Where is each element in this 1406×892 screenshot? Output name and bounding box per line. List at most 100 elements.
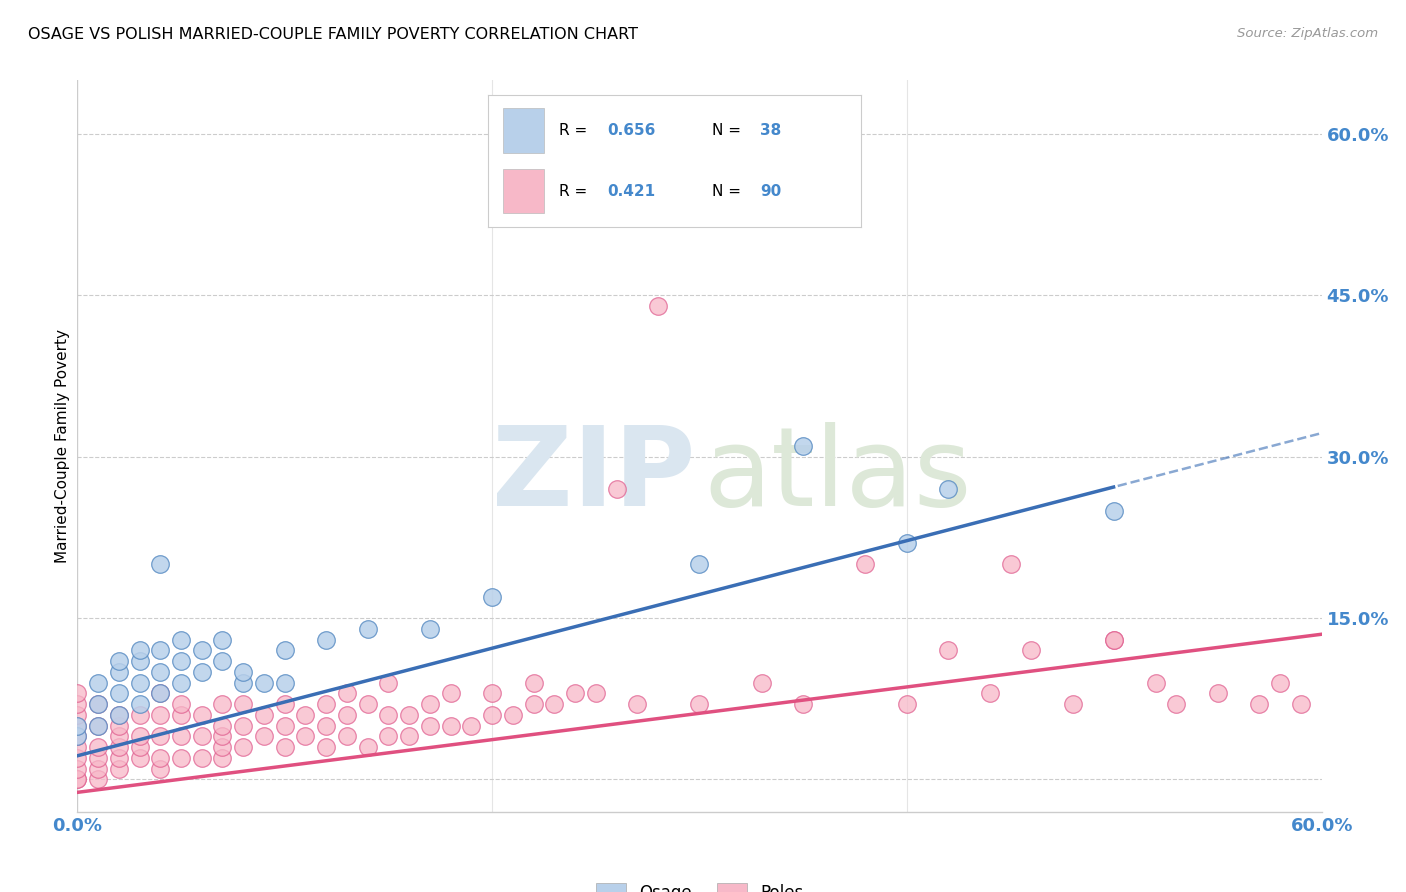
Point: [294, 730, 316, 744]
Point: [274, 697, 297, 711]
Point: [647, 299, 669, 313]
Point: [149, 686, 172, 700]
Point: [294, 707, 316, 722]
Point: [87, 740, 110, 755]
Point: [66, 707, 89, 722]
Point: [128, 697, 150, 711]
Point: [211, 719, 233, 733]
Point: [1104, 632, 1126, 647]
Point: [377, 707, 399, 722]
Point: [377, 730, 399, 744]
Point: [87, 719, 110, 733]
Point: [440, 686, 463, 700]
Point: [66, 730, 89, 744]
Point: [585, 686, 607, 700]
Point: [253, 675, 276, 690]
Point: [792, 439, 814, 453]
Point: [751, 675, 773, 690]
Point: [87, 675, 110, 690]
Point: [274, 740, 297, 755]
Point: [87, 762, 110, 776]
Point: [377, 675, 399, 690]
Point: [66, 772, 89, 787]
Point: [66, 719, 89, 733]
Point: [979, 686, 1001, 700]
Point: [502, 707, 524, 722]
Point: [149, 730, 172, 744]
Point: [108, 730, 131, 744]
Point: [87, 751, 110, 765]
Point: [149, 558, 172, 572]
Point: [419, 697, 441, 711]
Point: [315, 632, 337, 647]
Point: [108, 740, 131, 755]
Point: [1104, 632, 1126, 647]
Point: [398, 707, 420, 722]
Point: [108, 665, 131, 679]
Legend: Osage, Poles: Osage, Poles: [588, 875, 811, 892]
Point: [66, 719, 89, 733]
Point: [274, 675, 297, 690]
Point: [1104, 503, 1126, 517]
Point: [170, 654, 193, 668]
Point: [253, 730, 276, 744]
Text: ZIP: ZIP: [492, 422, 696, 529]
Point: [211, 730, 233, 744]
Point: [564, 686, 586, 700]
Point: [938, 482, 960, 496]
Point: [211, 697, 233, 711]
Text: Source: ZipAtlas.com: Source: ZipAtlas.com: [1237, 27, 1378, 40]
Point: [419, 622, 441, 636]
Point: [440, 719, 463, 733]
Point: [896, 697, 918, 711]
Point: [128, 730, 150, 744]
Point: [191, 751, 214, 765]
Point: [191, 707, 214, 722]
Point: [128, 654, 150, 668]
Point: [211, 632, 233, 647]
Point: [460, 719, 482, 733]
Point: [543, 697, 565, 711]
Point: [855, 558, 877, 572]
Point: [149, 686, 172, 700]
Point: [232, 675, 254, 690]
Point: [170, 707, 193, 722]
Point: [170, 697, 193, 711]
Y-axis label: Married-Couple Family Poverty: Married-Couple Family Poverty: [55, 329, 70, 563]
Point: [357, 697, 380, 711]
Point: [191, 643, 214, 657]
Point: [606, 482, 628, 496]
Point: [1062, 697, 1084, 711]
Point: [523, 675, 546, 690]
Point: [149, 751, 172, 765]
Point: [211, 751, 233, 765]
Point: [211, 740, 233, 755]
Point: [66, 697, 89, 711]
Point: [108, 751, 131, 765]
Point: [232, 697, 254, 711]
Point: [626, 697, 648, 711]
Point: [1144, 675, 1167, 690]
Point: [66, 740, 89, 755]
Point: [398, 730, 420, 744]
Point: [66, 686, 89, 700]
Point: [481, 590, 503, 604]
Point: [896, 536, 918, 550]
Point: [481, 686, 503, 700]
Point: [523, 697, 546, 711]
Point: [689, 697, 711, 711]
Point: [274, 643, 297, 657]
Text: OSAGE VS POLISH MARRIED-COUPLE FAMILY POVERTY CORRELATION CHART: OSAGE VS POLISH MARRIED-COUPLE FAMILY PO…: [28, 27, 638, 42]
Point: [149, 762, 172, 776]
Point: [1206, 686, 1229, 700]
Point: [232, 665, 254, 679]
Point: [128, 740, 150, 755]
Point: [108, 654, 131, 668]
Point: [1289, 697, 1312, 711]
Point: [66, 751, 89, 765]
Point: [87, 772, 110, 787]
Point: [191, 730, 214, 744]
Point: [253, 707, 276, 722]
Point: [1166, 697, 1188, 711]
Point: [315, 697, 337, 711]
